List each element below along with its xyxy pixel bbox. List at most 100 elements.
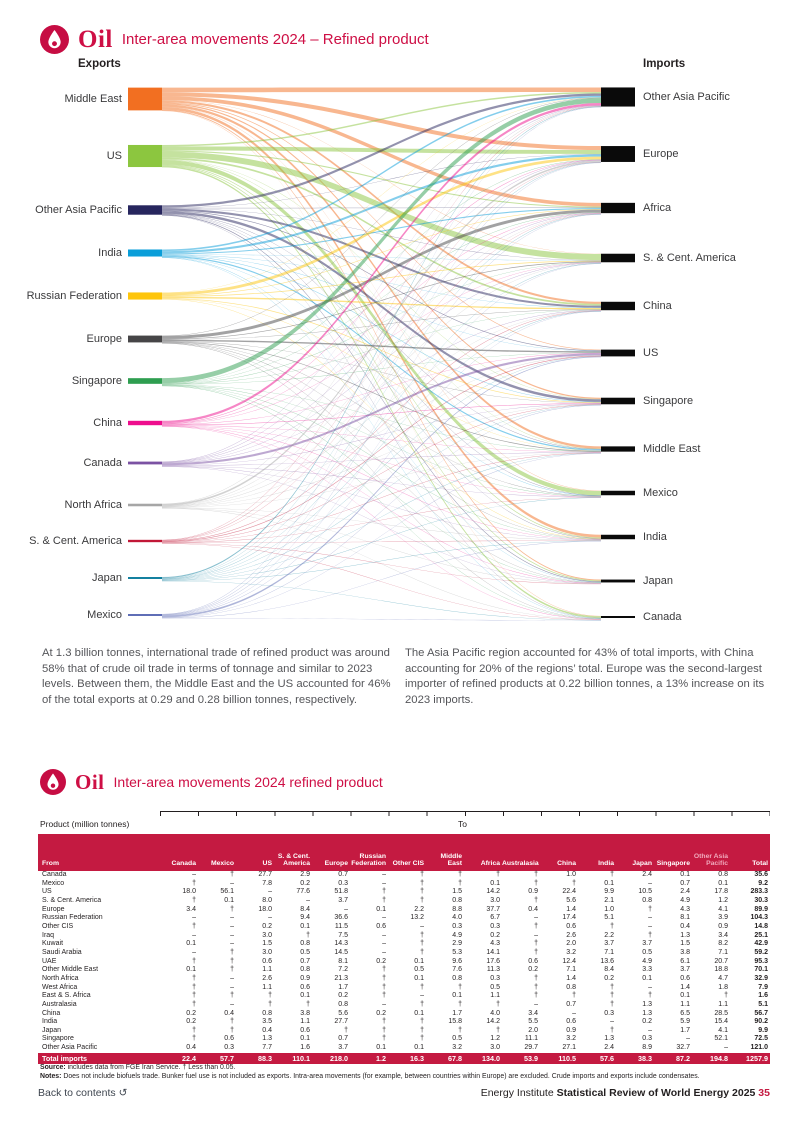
sankey-flow bbox=[162, 165, 601, 618]
sankey-flow bbox=[162, 299, 601, 539]
table-cell: – bbox=[382, 879, 386, 887]
page-title: Inter-area movements 2024 – Refined prod… bbox=[121, 31, 429, 48]
table-cell: † bbox=[534, 948, 538, 956]
sankey-flow bbox=[162, 262, 601, 425]
table-cell: 2.6 bbox=[566, 931, 576, 939]
table-cell: – bbox=[230, 983, 234, 991]
sankey-flow bbox=[162, 453, 601, 618]
sankey-flow bbox=[162, 543, 601, 585]
chart-header: Oil Inter-area movements 2024 – Refined … bbox=[40, 25, 429, 54]
sankey-flow bbox=[162, 162, 601, 541]
table-cell: 5.1 bbox=[604, 914, 614, 922]
table-cell: 0.2 bbox=[642, 1018, 652, 1026]
table-cell: † bbox=[306, 931, 310, 939]
table-cell: 9.6 bbox=[452, 957, 462, 965]
import-node bbox=[601, 349, 635, 357]
table-cell: † bbox=[458, 1000, 462, 1008]
sankey-flow bbox=[162, 580, 601, 621]
to-rule bbox=[160, 811, 770, 816]
table-cell: † bbox=[534, 879, 538, 887]
sankey-flow bbox=[162, 106, 601, 541]
sankey-flow bbox=[162, 356, 601, 580]
table-cell: 20.7 bbox=[714, 957, 728, 965]
export-label: North Africa bbox=[64, 499, 122, 511]
table-cell: 0.5 bbox=[300, 948, 310, 956]
table-cell: 7.5 bbox=[338, 931, 348, 939]
table-cell: 3.7 bbox=[604, 940, 614, 948]
table-cell: 90.2 bbox=[754, 1018, 768, 1026]
sankey-flow bbox=[162, 159, 601, 384]
table-header-cell: China bbox=[540, 834, 578, 871]
table-row: Kuwait 0.1 – 1.5 0.8 14.3 – † 2.9 4.3 † 2.0 3.7 3.7 1.… bbox=[38, 940, 770, 949]
table-cell: 7.7 bbox=[262, 1044, 272, 1052]
table-cell: – bbox=[534, 914, 538, 922]
table-cell: 134.0 bbox=[464, 1052, 502, 1064]
table-cell: 0.3 bbox=[604, 1009, 614, 1017]
table-cell: 0.1 bbox=[718, 879, 728, 887]
sankey-flow bbox=[162, 255, 601, 403]
table-cell: 7.2 bbox=[338, 966, 348, 974]
table-cell: 0.8 bbox=[452, 896, 462, 904]
table-cell: 15.8 bbox=[448, 1018, 462, 1026]
table-cell: – bbox=[192, 931, 196, 939]
table-header-cell: Mexico bbox=[198, 834, 236, 871]
row-label: North Africa bbox=[42, 974, 79, 982]
row-label: Iraq bbox=[42, 931, 55, 939]
table-row: Other CIS † – 0.2 0.1 11.5 0.6 – 0.3 0.3 † 0.6 † – 0.4… bbox=[38, 923, 770, 932]
table-cell: † bbox=[458, 983, 462, 991]
import-node bbox=[601, 146, 635, 162]
sankey-flow bbox=[162, 465, 601, 498]
table-cell: 7.1 bbox=[718, 948, 728, 956]
export-node bbox=[128, 87, 162, 111]
table-cell: † bbox=[192, 879, 196, 887]
table-header-cell: Europe bbox=[312, 834, 350, 871]
table-cell: 0.3 bbox=[490, 974, 500, 982]
table-cell: † bbox=[610, 983, 614, 991]
sankey-flow bbox=[162, 352, 601, 385]
table-cell: † bbox=[382, 974, 386, 982]
sankey-flow bbox=[162, 213, 601, 463]
table-cell: † bbox=[382, 1026, 386, 1034]
table-cell: † bbox=[420, 983, 424, 991]
table-cell: – bbox=[230, 974, 234, 982]
table-cell: † bbox=[230, 966, 234, 974]
commentary-right: The Asia Pacific region accounted for 43… bbox=[405, 647, 765, 707]
sankey-flow bbox=[162, 157, 601, 306]
table-cell: † bbox=[382, 966, 386, 974]
table-cell: † bbox=[496, 1000, 500, 1008]
sankey-flow bbox=[162, 355, 601, 507]
sankey-flow bbox=[162, 508, 601, 620]
sankey-flow bbox=[162, 403, 601, 466]
table-cell: † bbox=[572, 992, 576, 1000]
table-cell: 4.1 bbox=[718, 905, 728, 913]
table-cell: 8.0 bbox=[262, 896, 272, 904]
table-cell: 14.2 bbox=[486, 888, 500, 896]
footer-publication-line: Energy Institute Statistical Review of W… bbox=[481, 1087, 770, 1099]
table-cell: – bbox=[724, 1044, 728, 1052]
table-cell: 0.2 bbox=[376, 957, 386, 965]
table-cell: 18.8 bbox=[714, 966, 728, 974]
table-cell: – bbox=[268, 914, 272, 922]
table-cell: – bbox=[192, 948, 196, 956]
sankey-flow bbox=[162, 311, 601, 580]
table-cell: † bbox=[610, 1026, 614, 1034]
table-cell: – bbox=[230, 931, 234, 939]
sankey-flow bbox=[162, 210, 601, 351]
table-cell: 0.7 bbox=[680, 879, 690, 887]
table-cell: 4.9 bbox=[452, 931, 462, 939]
table-cell: 5.1 bbox=[758, 1000, 768, 1008]
table-cell: 3.3 bbox=[642, 966, 652, 974]
sankey-flow bbox=[162, 405, 601, 618]
table-cell: 2.6 bbox=[262, 974, 272, 982]
table-cell: – bbox=[382, 914, 386, 922]
table-cell: – bbox=[230, 1000, 234, 1008]
table-cell: 4.9 bbox=[642, 957, 652, 965]
table-cell: 3.2 bbox=[566, 948, 576, 956]
export-node bbox=[128, 378, 162, 384]
table-cell: 14.3 bbox=[334, 940, 348, 948]
sankey-flow bbox=[162, 159, 601, 424]
table-row: Russian Federation – – – 9.4 36.6 – 13.2 4.0 6.7 –… bbox=[38, 914, 770, 923]
table-cell: 8.1 bbox=[680, 914, 690, 922]
back-to-contents-link[interactable]: Back to contents ↺ bbox=[38, 1087, 127, 1099]
sankey-flow bbox=[162, 342, 601, 583]
